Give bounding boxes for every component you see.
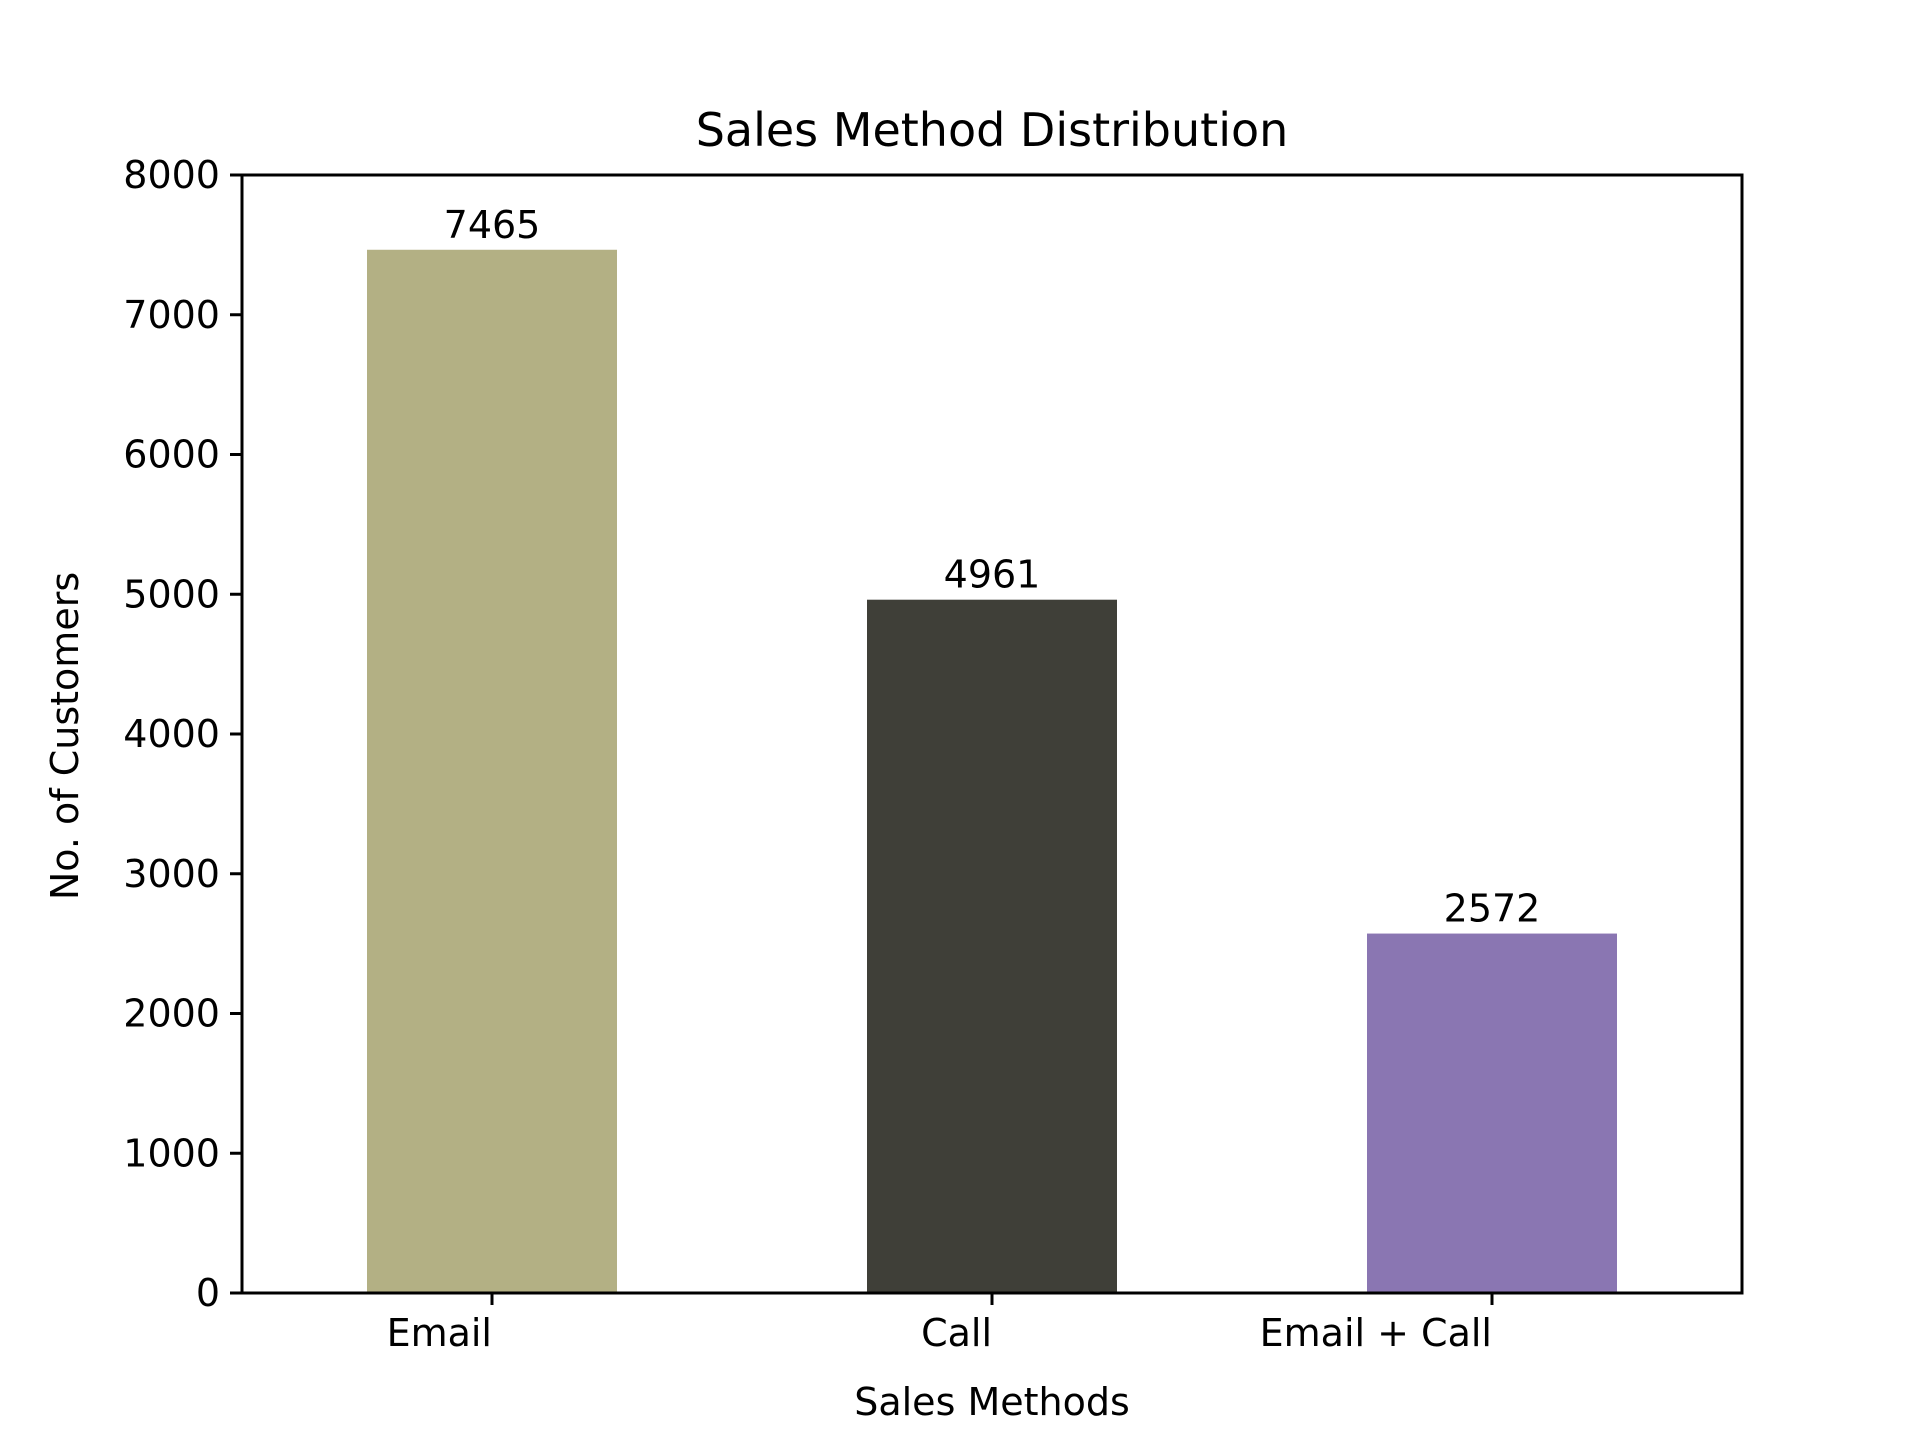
x-tick-label: Call	[921, 1311, 992, 1355]
y-tick-label: 0	[196, 1271, 220, 1315]
chart-title: Sales Method Distribution	[696, 103, 1289, 157]
plot-area: 7465 4961 2572	[367, 203, 1617, 1294]
x-tick-label: Email	[387, 1311, 492, 1355]
bar-email-call	[1367, 933, 1617, 1293]
x-tick-label: Email + Call	[1260, 1311, 1492, 1355]
plot-frame	[240, 173, 1744, 1295]
y-tick-label: 5000	[123, 572, 220, 616]
bar-email	[367, 249, 617, 1294]
data-label: 4961	[944, 553, 1041, 597]
y-tick-label: 1000	[123, 1131, 220, 1175]
x-axis-title: Sales Methods	[854, 1380, 1130, 1424]
bar-call	[867, 599, 1117, 1293]
y-tick-label: 4000	[123, 712, 220, 756]
y-tick-label: 6000	[123, 433, 220, 477]
y-axis: 0 1000 2000 3000 4000 5000 6000 7000 8000	[123, 153, 242, 1315]
data-label: 2572	[1444, 887, 1541, 931]
y-tick-label: 8000	[123, 153, 220, 197]
y-tick-label: 7000	[123, 293, 220, 337]
y-tick-label: 2000	[123, 992, 220, 1036]
y-axis-title: No. of Customers	[43, 572, 87, 900]
y-tick-label: 3000	[123, 852, 220, 896]
x-axis: Email Call Email + Call	[387, 1293, 1494, 1355]
data-label: 7465	[444, 203, 541, 247]
